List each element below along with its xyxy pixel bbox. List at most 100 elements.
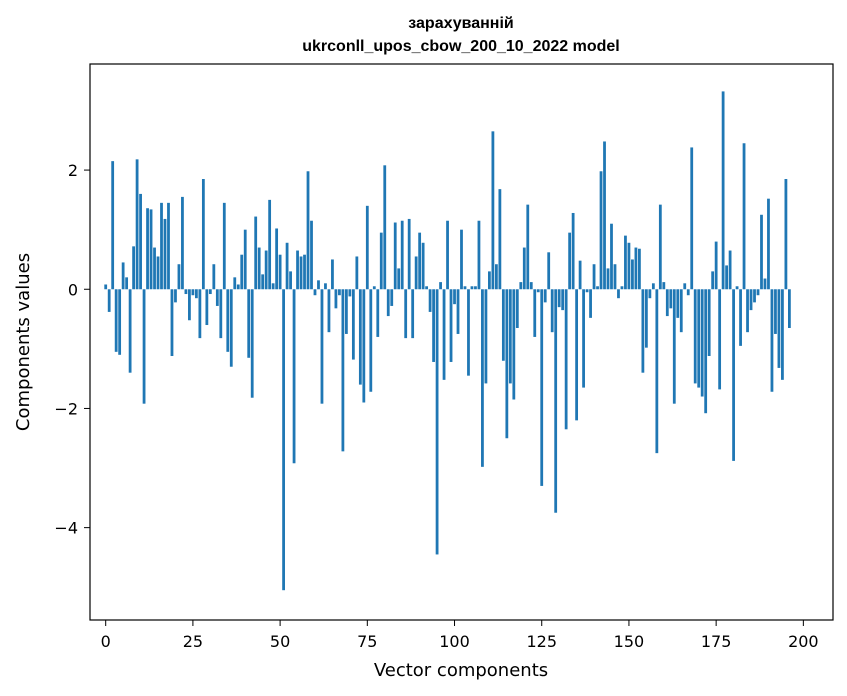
bar-149	[624, 235, 627, 290]
bar-79	[379, 232, 383, 290]
bar-67	[338, 289, 341, 296]
bar-189	[763, 278, 767, 290]
bar-126	[543, 289, 547, 303]
bar-181	[735, 286, 739, 290]
bar-92	[425, 286, 429, 290]
bar-160	[662, 282, 666, 290]
bar-46	[264, 250, 268, 290]
bar-159	[658, 204, 662, 290]
bar-24	[188, 289, 191, 321]
bar-87	[407, 218, 411, 290]
bar-4	[118, 289, 122, 355]
bar-114	[501, 289, 505, 361]
bar-100	[453, 289, 456, 305]
bar-152	[634, 247, 638, 290]
bar-107	[477, 220, 481, 290]
bar-125	[540, 289, 544, 486]
bar-186	[753, 289, 756, 303]
bar-97	[442, 289, 446, 380]
bar-8	[132, 246, 135, 290]
bar-164	[676, 289, 680, 318]
bar-23	[184, 289, 188, 295]
bar-161	[665, 289, 669, 317]
bar-196	[788, 289, 791, 328]
bar-131	[561, 289, 565, 311]
bar-187	[756, 289, 760, 296]
bar-29	[205, 289, 209, 326]
bar-138	[585, 289, 589, 293]
bar-19	[170, 289, 174, 356]
bar-25	[191, 289, 195, 296]
bar-147	[617, 289, 620, 299]
bar-0	[104, 284, 108, 290]
bar-134	[571, 212, 575, 290]
x-tick-label: 100	[439, 632, 470, 651]
bar-163	[672, 289, 676, 404]
bar-135	[575, 289, 579, 421]
bar-15	[156, 256, 160, 290]
bar-140	[592, 264, 596, 290]
bar-36	[229, 289, 233, 367]
bar-142	[599, 171, 603, 290]
bar-52	[285, 242, 289, 290]
bar-65	[331, 259, 334, 290]
bar-102	[460, 229, 463, 290]
x-tick-label: 0	[101, 632, 111, 651]
bar-104	[467, 289, 470, 376]
bar-148	[620, 286, 624, 290]
bar-11	[142, 289, 146, 404]
bar-176	[718, 289, 722, 390]
bar-183	[742, 143, 746, 290]
bar-62	[320, 289, 324, 404]
bar-112	[494, 264, 498, 290]
bar-146	[613, 264, 617, 290]
bar-55	[296, 250, 299, 290]
bar-53	[289, 271, 292, 290]
bar-127	[547, 252, 551, 290]
bar-89	[414, 256, 418, 290]
bar-118	[515, 289, 519, 328]
bar-48	[271, 283, 275, 290]
bar-77	[372, 286, 376, 290]
y-tick-label: −4	[54, 519, 78, 538]
bar-156	[648, 289, 652, 299]
bar-54	[292, 289, 296, 464]
bar-16	[160, 202, 163, 290]
bar-188	[760, 214, 763, 290]
bar-175	[714, 241, 718, 290]
bar-191	[770, 289, 774, 392]
bar-59	[310, 220, 313, 290]
bar-174	[711, 271, 715, 290]
bar-193	[777, 289, 781, 368]
bar-5	[121, 262, 125, 290]
bar-116	[508, 289, 512, 384]
bar-50	[278, 254, 282, 290]
bar-157	[651, 283, 655, 290]
bar-90	[418, 232, 422, 290]
bar-91	[421, 242, 425, 290]
bar-192	[774, 289, 777, 334]
bar-66	[334, 289, 338, 309]
bar-21	[177, 264, 181, 290]
bar-103	[463, 286, 467, 290]
bar-42	[250, 289, 254, 398]
bar-47	[268, 199, 272, 290]
plot-frame	[89, 63, 834, 621]
bar-190	[767, 198, 770, 290]
x-axis-ticks: 0 25 50 75 100 125 150 175 200	[101, 620, 819, 651]
bar-123	[533, 289, 537, 337]
bar-95	[435, 289, 439, 555]
y-tick-label: 2	[68, 161, 78, 180]
bar-93	[428, 289, 432, 312]
bar-180	[732, 289, 735, 461]
bar-72	[355, 256, 359, 290]
bar-74	[362, 289, 366, 403]
x-tick-label: 150	[614, 632, 645, 651]
bar-14	[153, 247, 156, 290]
bar-51	[282, 289, 285, 591]
bar-155	[644, 289, 648, 348]
bar-22	[181, 196, 184, 290]
bar-115	[505, 289, 509, 439]
y-tick-label: 0	[68, 280, 78, 299]
